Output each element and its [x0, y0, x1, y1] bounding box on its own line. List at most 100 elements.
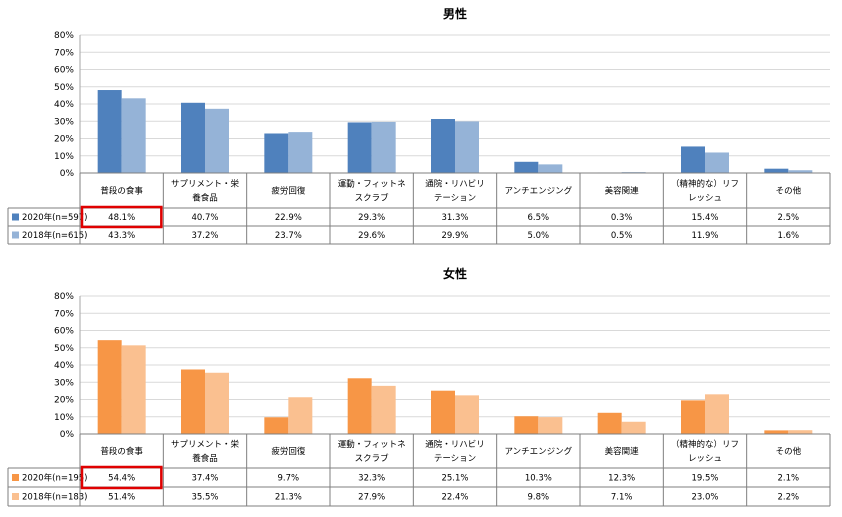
category-label: アンチエンジング [504, 186, 572, 197]
data-label: 0.5% [611, 231, 633, 241]
category-label: 美容関連 [605, 446, 640, 457]
data-label: 19.5% [691, 474, 718, 484]
bar-series2 [121, 98, 146, 173]
y-tick-label: 10% [54, 413, 74, 423]
data-label: 48.1% [108, 213, 135, 223]
bar-series1 [431, 119, 455, 173]
y-tick-label: 40% [54, 361, 74, 371]
category-label: 美容関連 [605, 186, 640, 197]
data-label: 54.4% [108, 474, 135, 484]
category-label: 通院・リハビリ [425, 179, 485, 190]
bar-series2 [705, 394, 729, 434]
data-label: 10.3% [525, 474, 552, 484]
data-label: 9.8% [528, 493, 550, 503]
category-label: スクラブ [355, 193, 390, 204]
series-name: 2020年(n=597) [22, 212, 88, 223]
data-label: 37.2% [191, 231, 218, 241]
data-label: 35.5% [191, 493, 218, 503]
highlight-box [80, 465, 163, 490]
bar-series2 [205, 372, 229, 434]
series-name: 2018年(n=615) [22, 230, 88, 241]
category-label: 運動・フィットネ [338, 179, 406, 190]
y-tick-label: 30% [54, 117, 74, 127]
bar-series2 [288, 132, 313, 173]
data-label: 6.5% [528, 213, 550, 223]
y-tick-label: 40% [54, 100, 74, 110]
bar-series1 [347, 122, 372, 173]
bar-series2 [121, 345, 146, 434]
bar-series2 [288, 397, 313, 434]
data-label: 2.1% [778, 474, 800, 484]
bar-series1 [514, 161, 539, 173]
category-label: 疲労回復 [271, 446, 306, 457]
bar-series2 [538, 164, 563, 173]
y-tick-label: 20% [54, 135, 74, 145]
bar-series1 [681, 400, 705, 434]
bar-series1 [514, 416, 539, 434]
data-label: 12.3% [608, 474, 635, 484]
data-label: 15.4% [691, 213, 718, 223]
bar-series2 [455, 395, 479, 434]
data-label: 5.0% [528, 231, 550, 241]
bar-series2 [621, 421, 646, 434]
legend-swatch [12, 493, 19, 500]
data-label: 40.7% [191, 213, 218, 223]
category-label: テーション [434, 454, 476, 464]
y-tick-label: 60% [54, 327, 74, 337]
category-label: テーション [434, 194, 476, 204]
bar-series1 [181, 369, 205, 434]
y-tick-label: 70% [54, 309, 74, 319]
category-label: その他 [776, 446, 802, 457]
data-label: 11.9% [691, 231, 718, 241]
data-label: 51.4% [108, 493, 135, 503]
bar-series2 [455, 121, 479, 173]
data-label: 25.1% [441, 474, 468, 484]
data-label: 2.2% [778, 493, 800, 503]
data-label: 29.3% [358, 213, 385, 223]
bar-series2 [371, 385, 396, 434]
data-label: 7.1% [611, 493, 633, 503]
bar-series1 [764, 430, 789, 434]
chart-panel-2: 女性 0% 10% 20% 30% 40% 50% 60% 70% 80% 普段の食事 サプリメント・… [7, 266, 831, 507]
data-label: 22.4% [441, 493, 468, 503]
chart-title: 男性 [443, 6, 467, 21]
series-name: 2020年(n=195) [22, 473, 88, 484]
bar-series2 [205, 108, 229, 173]
data-label: 9.7% [278, 474, 300, 484]
category-label: 養食品 [192, 453, 218, 464]
category-label: 通院・リハビリ [425, 439, 485, 450]
y-tick-label: 30% [54, 378, 74, 388]
legend-swatch [12, 474, 19, 481]
category-label: 運動・フィットネ [338, 439, 406, 450]
chart-title: 女性 [443, 266, 467, 281]
category-label: 疲労回復 [271, 186, 306, 197]
data-label: 32.3% [358, 474, 385, 484]
y-tick-label: 10% [54, 152, 74, 162]
category-label: 普段の食事 [100, 186, 143, 197]
y-tick-label: 80% [54, 292, 74, 302]
bar-series2 [788, 430, 813, 434]
bar-series2 [538, 417, 563, 434]
data-label: 27.9% [358, 493, 385, 503]
y-tick-label: 20% [54, 396, 74, 406]
y-tick-label: 70% [54, 48, 74, 58]
bar-series1 [764, 168, 789, 173]
y-tick-label: 50% [54, 83, 74, 93]
data-label: 29.6% [358, 231, 385, 241]
chart-panel-1: 男性 0% 10% 20% 30% 40% 50% 60% 70% 80% 普段の食事 サプリメント・… [7, 6, 831, 245]
series-name: 2018年(n=183) [22, 492, 88, 503]
category-label: アンチエンジング [504, 446, 572, 457]
category-label: レッシュ [688, 194, 722, 204]
category-label: 普段の食事 [100, 446, 143, 457]
bar-series1 [97, 340, 122, 434]
bar-series2 [788, 170, 813, 173]
bar-series1 [264, 417, 289, 434]
category-label: （精神的な）リフ [671, 439, 739, 450]
category-label: 養食品 [192, 193, 218, 204]
data-label: 1.6% [778, 231, 800, 241]
data-label: 23.0% [691, 493, 718, 503]
category-label: （精神的な）リフ [671, 179, 739, 190]
bar-series1 [97, 90, 122, 173]
